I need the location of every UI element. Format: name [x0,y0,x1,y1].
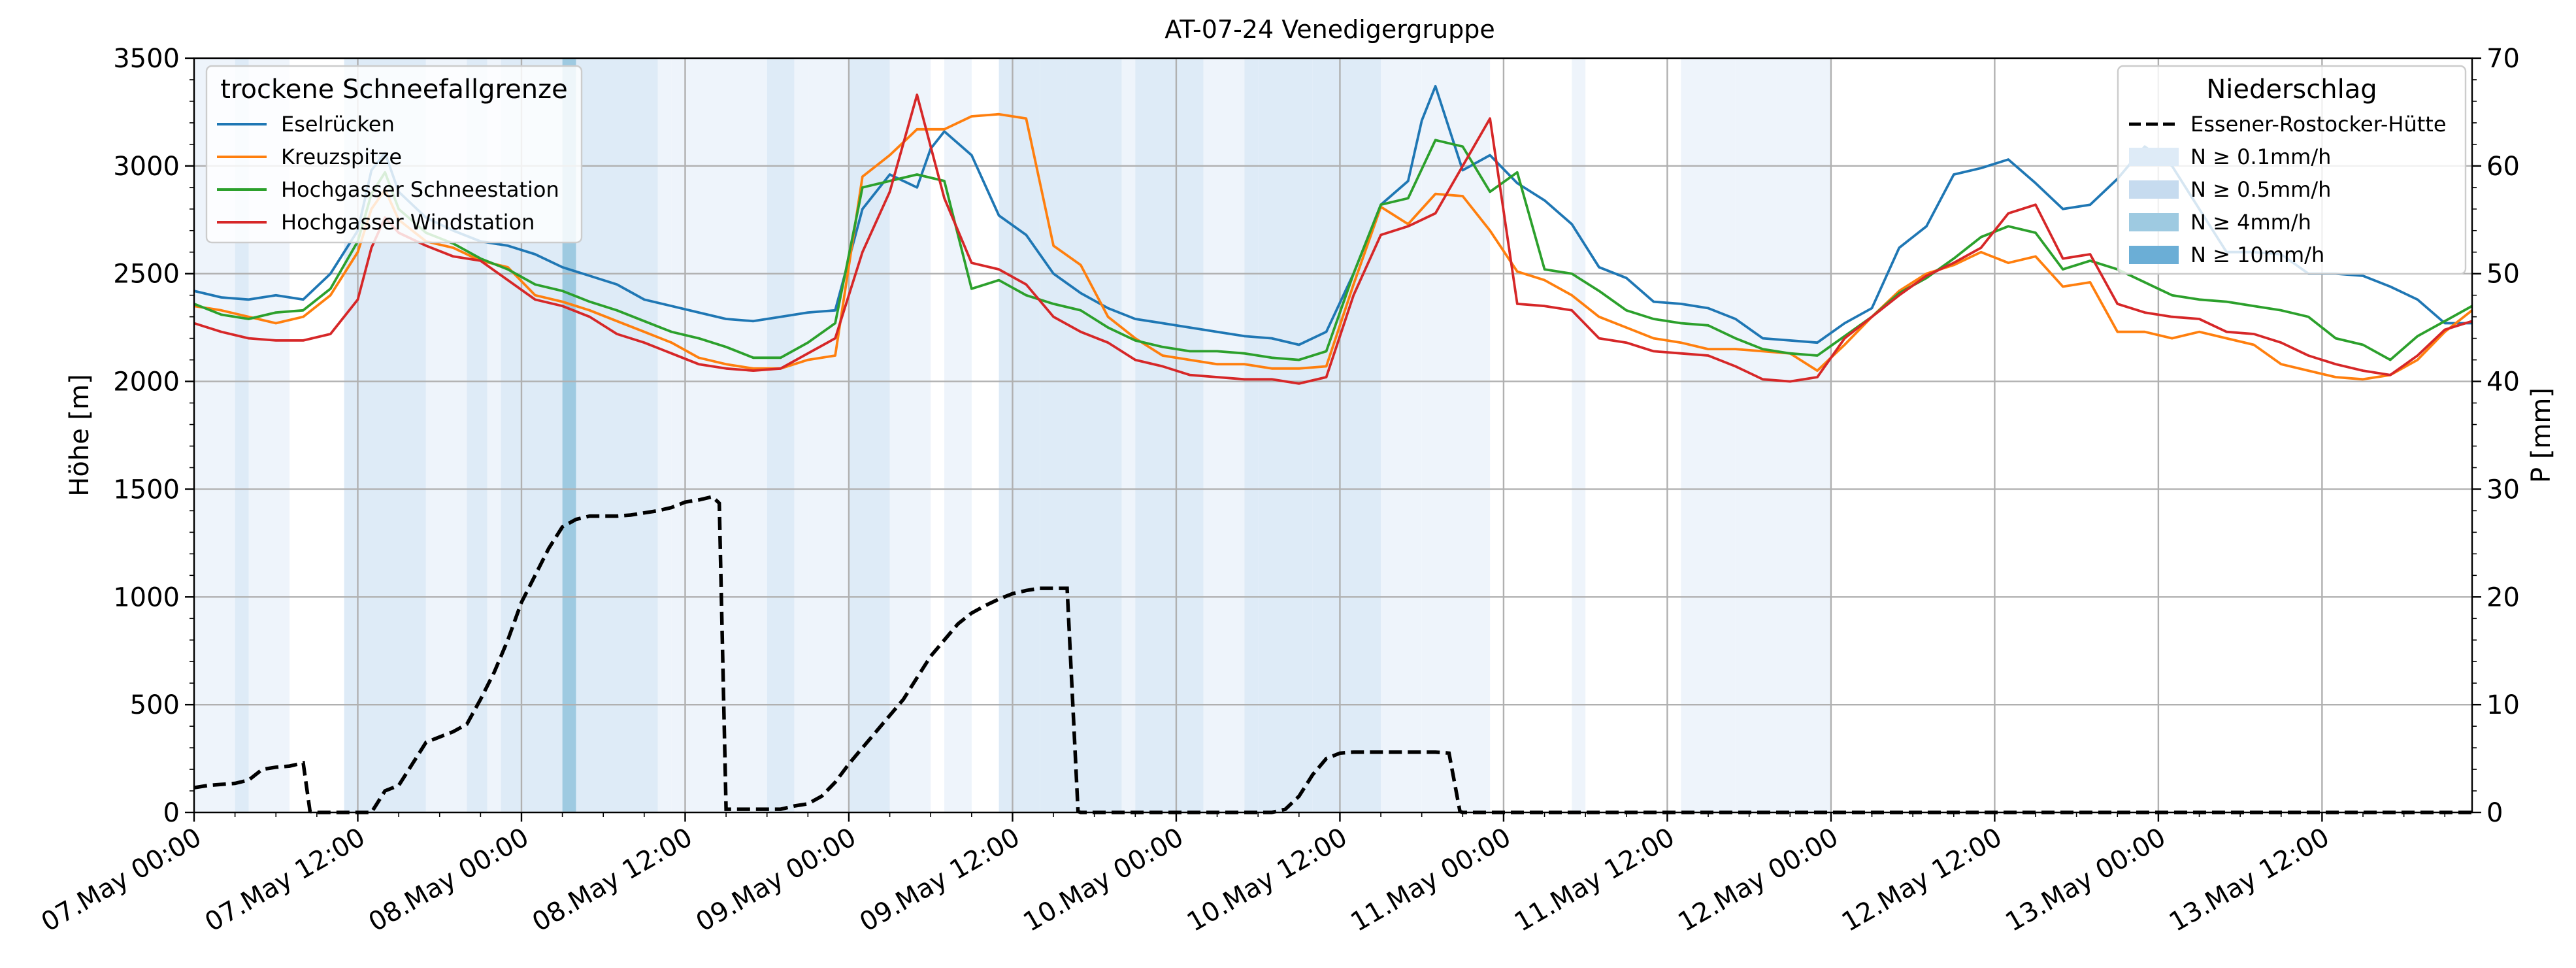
legend-entry-label: Hochgasser Schneestation [281,177,559,202]
legend-entry-label: Hochgasser Windstation [281,210,535,235]
precip-band [1258,58,1313,812]
precip-band [999,58,1040,812]
legend-band-swatch [2129,180,2179,199]
y2-tick-label: 20 [2486,582,2520,612]
precip-band [1217,58,1231,812]
y-tick-label: 0 [163,798,180,828]
y-tick-label: 3000 [113,152,180,182]
x-tick-label: 08.May 00:00 [363,822,534,938]
x-tick-label: 09.May 00:00 [691,822,861,938]
precip-band [562,58,576,812]
precip-line-group [193,494,2472,814]
x-tick-label: 11.May 00:00 [1346,822,1516,938]
precip-band [1572,58,1586,812]
legend-right-box [2117,65,2467,275]
x-tick-label: 11.May 12:00 [1510,822,1680,938]
precip-band [1421,58,1491,812]
precip-band [487,58,501,812]
legend-left: trockene Schneefallgrenze Eselrücken Kreuz… [205,65,583,244]
precip-band [1040,58,1067,812]
chart-title: AT-07-24 Venedigergruppe [1164,15,1494,44]
y-tick-label: 2500 [113,259,180,290]
precip-band [685,58,767,812]
y2-tick-label: 0 [2486,798,2503,828]
y2-tick-label: 70 [2486,44,2520,74]
precip-bands [194,58,1831,812]
precip-band [235,58,249,812]
y2-tick-label: 40 [2486,367,2520,397]
y2-tick-label: 60 [2486,152,2520,182]
legend-entry-label: Kreuzspitze [281,144,402,169]
precip-band [1066,58,1122,812]
precip-band [944,58,972,812]
legend-band-swatch [2129,213,2179,231]
y2-axis-ticks: 0 10 20 30 40 50 60 70 [2472,44,2520,828]
legend-band-label: N ≥ 0.5mm/h [2190,177,2331,202]
series-lines [193,85,2473,385]
x-tick-label: 13.May 00:00 [2000,822,2171,938]
precip-band [808,58,849,812]
precip-band [1681,58,1736,812]
legend-band-swatch [2129,148,2179,166]
series-line [193,93,2473,385]
precip-band [576,58,658,812]
legend-band-label: N ≥ 4mm/h [2190,210,2311,235]
y-tick-label: 3500 [113,44,180,74]
legend-entry-label: Eselrücken [281,112,395,137]
x-tick-label: 12.May 12:00 [1837,822,2007,938]
legend-right: Niederschlag Essener-Rostocker-Hütte N ≥ 0… [2117,65,2467,275]
precip-band [1735,58,1777,812]
precip-band [657,58,672,812]
y-tick-label: 500 [130,690,180,720]
legend-band-label: N ≥ 10mm/h [2190,242,2324,267]
precip-line [193,494,2472,814]
precip-band [767,58,795,812]
y2-tick-label: 50 [2486,259,2520,290]
series-line [193,139,2473,361]
legend-precip-label: Essener-Rostocker-Hütte [2190,112,2447,137]
legend-right-title: Niederschlag [2206,75,2377,105]
legend-band-label: N ≥ 0.1mm/h [2190,144,2331,169]
series-line [193,85,2472,346]
x-tick-label: 08.May 12:00 [527,822,698,938]
precip-band [1121,58,1136,812]
x-tick-label: 07.May 12:00 [200,822,371,938]
y2-tick-label: 10 [2486,690,2520,720]
precip-band [1381,58,1422,812]
x-tick-label: 10.May 12:00 [1182,822,1353,938]
legend-left-box [205,65,583,244]
y-tick-label: 1000 [113,582,180,612]
y-tick-label: 1500 [113,475,180,505]
x-tick-label: 07.May 00:00 [36,822,206,938]
plot-frame [193,57,2473,814]
x-tick-label: 09.May 12:00 [855,822,1025,938]
precip-band [1244,58,1259,812]
y-tick-label: 2000 [113,367,180,397]
x-tick-label: 12.May 00:00 [1673,822,1843,938]
precip-band [1776,58,1831,812]
precip-band [1312,58,1381,812]
legend-band-swatch [2129,246,2179,264]
x-tick-label: 10.May 00:00 [1018,822,1189,938]
y-axis-label: Höhe [m] [65,374,95,496]
y-axis-ticks: 0 500 1000 1500 2000 2500 3000 3500 [113,44,194,828]
series-line [193,112,2473,381]
y2-axis-label: P [mm] [2526,388,2556,483]
x-tick-label: 13.May 12:00 [2164,822,2335,938]
legend-left-title: trockene Schneefallgrenze [220,75,567,105]
y2-tick-label: 30 [2486,475,2520,505]
precip-band [794,58,808,812]
precip-band [671,58,685,812]
